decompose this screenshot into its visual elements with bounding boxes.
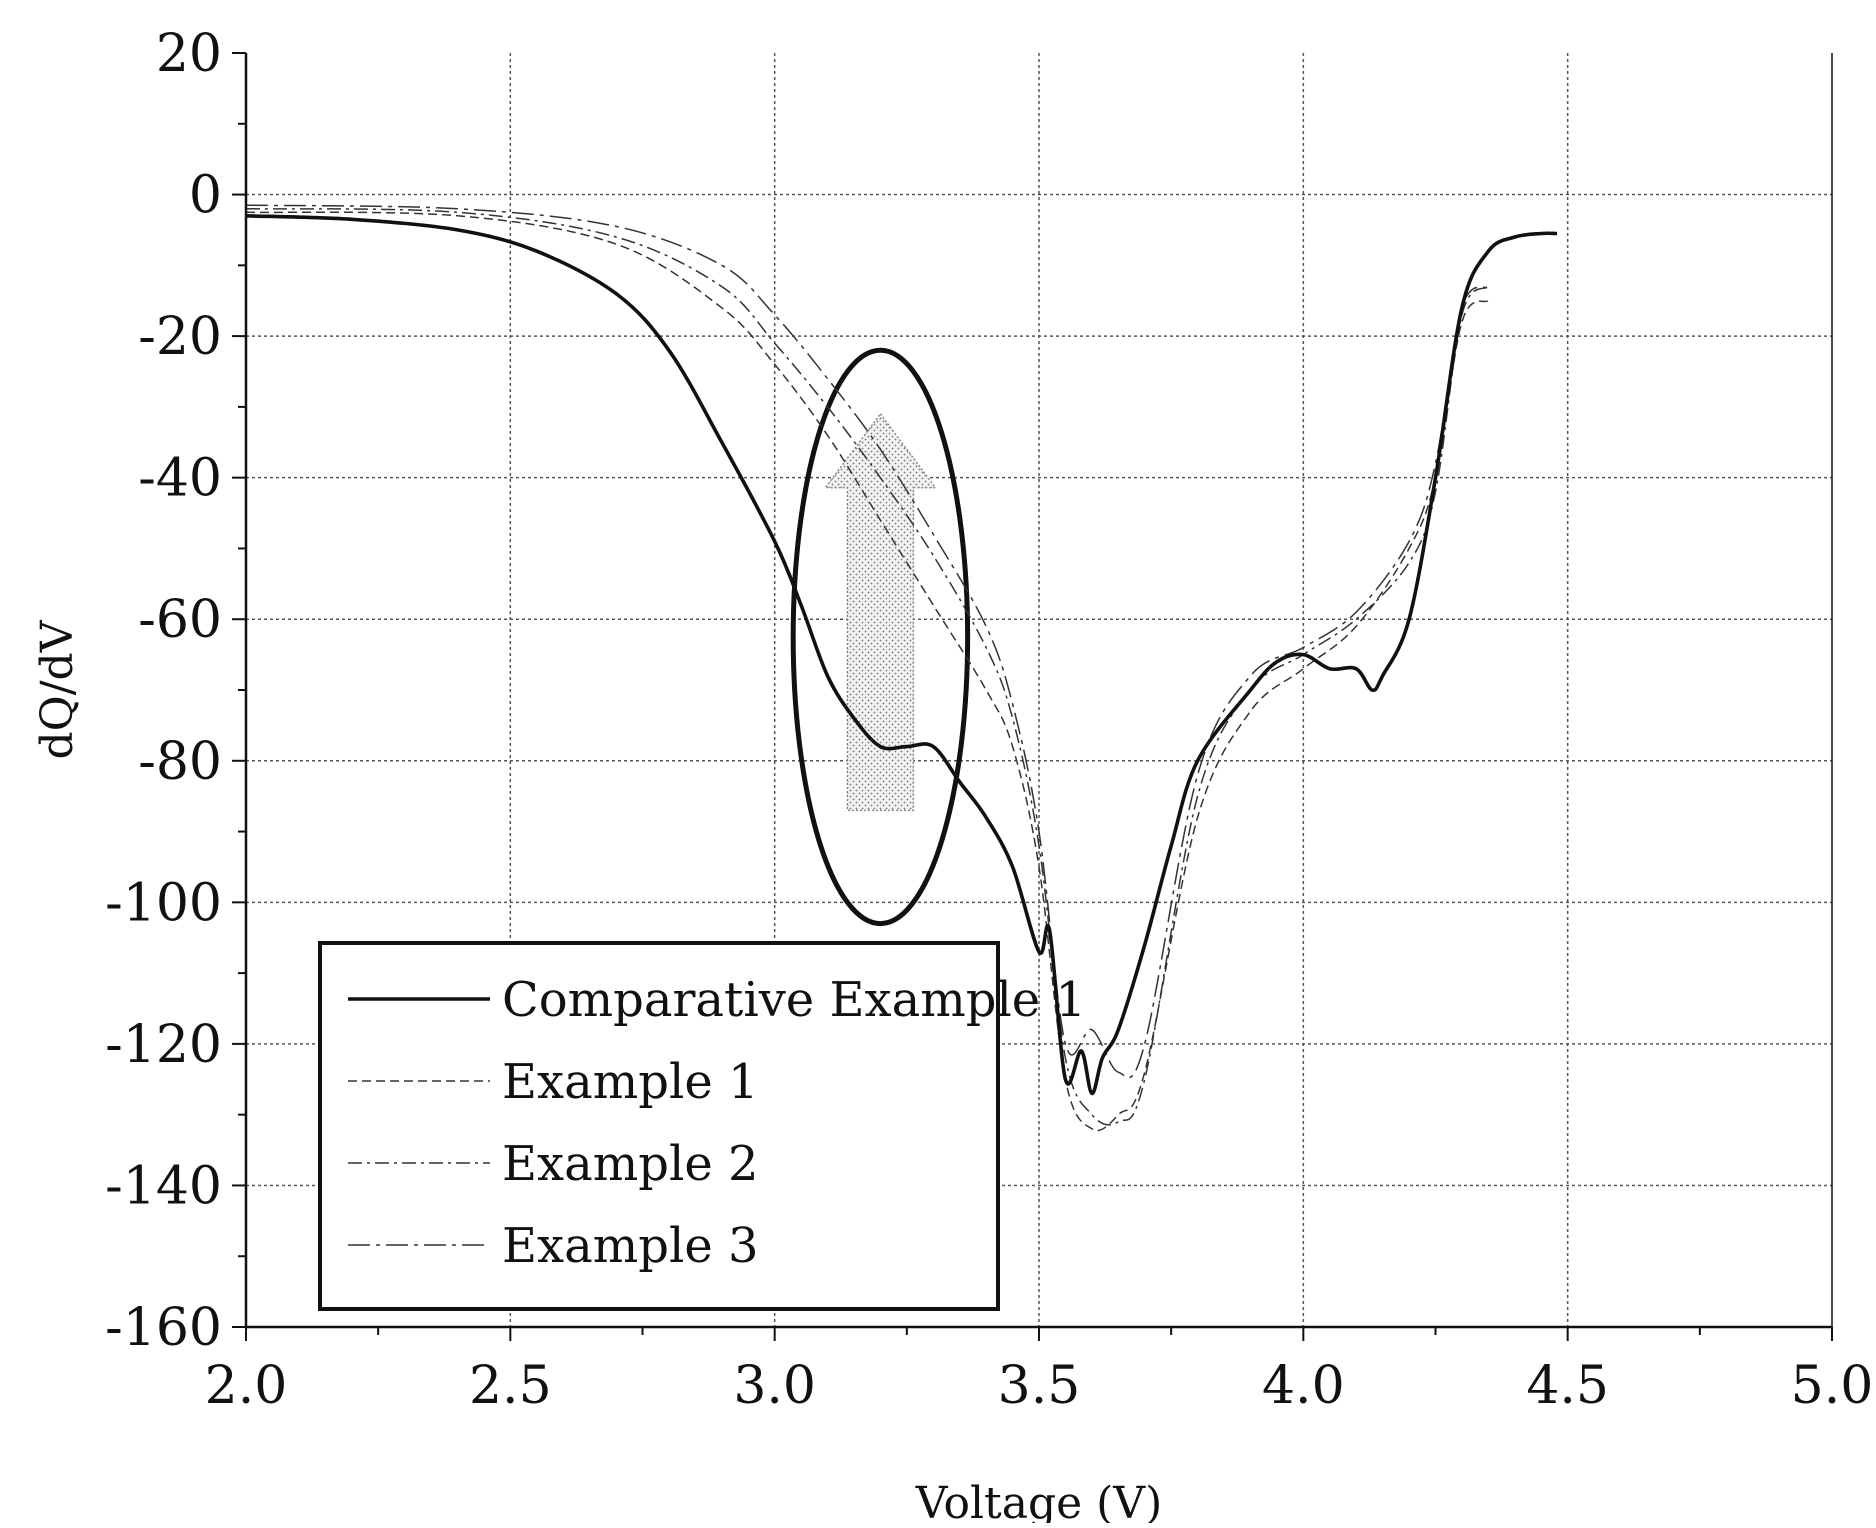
annotation-ellipse	[790, 347, 971, 927]
y-tick-label: -120	[105, 1015, 222, 1075]
x-tick-label: 4.0	[1262, 1356, 1345, 1416]
y-tick-label: -80	[138, 732, 222, 792]
legend-label: Example 3	[502, 1218, 759, 1274]
y-tick-label: -20	[138, 307, 222, 367]
x-tick-label: 2.5	[469, 1356, 552, 1416]
series-line-example-1	[245, 211, 1489, 1132]
annotation-arrow	[823, 412, 937, 812]
y-tick-label: 0	[189, 166, 222, 226]
y-tick-label: -140	[105, 1156, 222, 1216]
legend-label: Example 1	[502, 1054, 759, 1110]
legend-label: Example 2	[502, 1136, 759, 1192]
y-tick-label: -60	[138, 590, 222, 650]
x-tick-label: 3.5	[998, 1356, 1081, 1416]
x-tick-label: 3.0	[733, 1356, 816, 1416]
axes-layer: 2.0 2.5 3.0 3.5 4.0 4.5 5.0 20 0 -20 -40 -60 -80 -100…	[32, 24, 1874, 1528]
y-tick-label: -100	[105, 873, 222, 933]
series-line-comparative-example-1	[245, 214, 1558, 1096]
legend-label: Comparative Example 1	[502, 972, 1086, 1028]
series-layer	[245, 204, 1558, 1132]
y-tick-label: 20	[156, 24, 222, 84]
y-tick-label: -40	[138, 449, 222, 509]
grid-layer	[246, 53, 1832, 1327]
legend-box	[318, 941, 1000, 1311]
x-tick-label: 5.0	[1791, 1356, 1874, 1416]
x-tick-label: 2.0	[205, 1356, 288, 1416]
annotation-layer	[790, 347, 971, 927]
legend-layer: Comparative Example 1 Example 1 Example 2 E…	[318, 941, 1086, 1311]
x-axis-title: Voltage (V)	[915, 1478, 1163, 1523]
y-axis-title: dQ/dV	[32, 619, 83, 759]
x-tick-label: 4.5	[1526, 1356, 1609, 1416]
y-tick-label: -160	[105, 1298, 222, 1358]
